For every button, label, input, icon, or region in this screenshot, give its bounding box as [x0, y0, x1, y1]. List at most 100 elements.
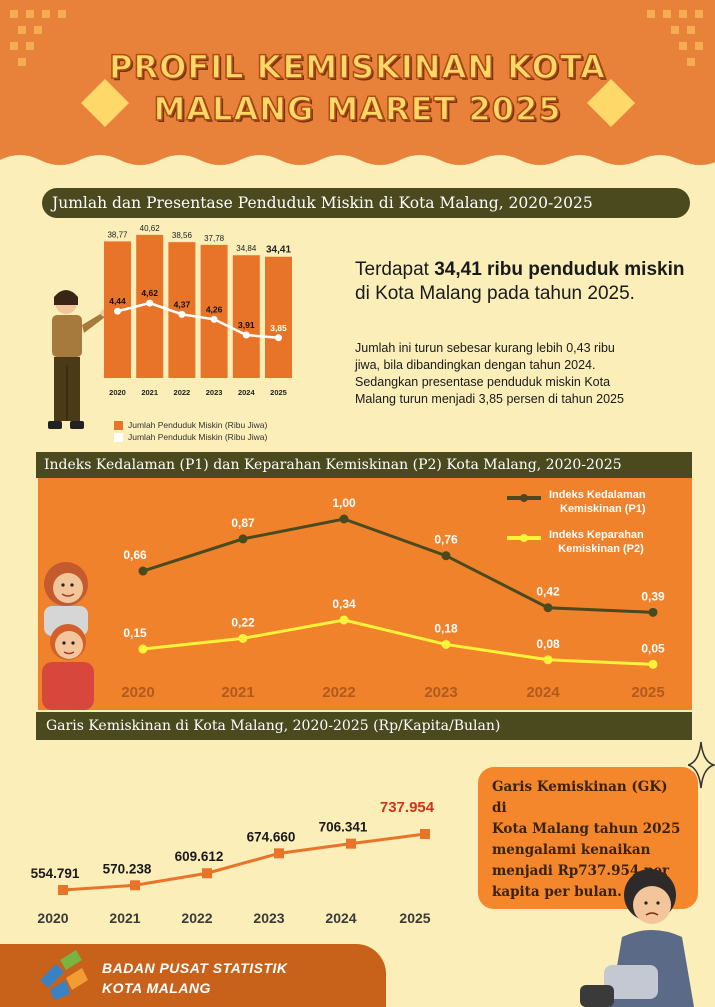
p2-point-2025	[648, 659, 658, 669]
line-chart-poverty-line: 554.791 2020 570.238 2021 609.612 2022 674.660…	[31, 799, 435, 926]
x-tick-2021: 2021	[141, 388, 158, 397]
legend-label-line: Jumlah Penduduk Miskin (Ribu Jiwa)	[128, 432, 268, 442]
bps-logo-icon	[40, 950, 88, 1000]
legend-p1-line2: Kemiskinan (P1)	[560, 503, 646, 515]
series-line-p2	[142, 618, 654, 666]
x-tick-2024: 2024	[526, 684, 560, 701]
section1-banner-text: Jumlah dan Presentase Penduduk Miskin di…	[52, 194, 593, 212]
p1-label-2022: 1,00	[332, 496, 356, 510]
legend-swatch-bar	[114, 420, 123, 430]
section1-body: Jumlah ini turun sebesar kurang lebih 0,…	[355, 340, 690, 408]
bar-value-label-2021: 40,62	[140, 224, 161, 233]
legend-p2-marker	[507, 534, 541, 542]
p1-label-2023: 0,76	[434, 533, 458, 547]
org-name-line2: KOTA MALANG	[102, 980, 211, 996]
line-chart-poverty-index: 0,66 0,87 1,00 0,76 0,42 0,39 0,15 0,22 0,34 0,18…	[121, 496, 665, 701]
org-name-line1: BADAN PUSAT STATISTIK	[102, 960, 288, 976]
pct-point-2020	[114, 307, 121, 315]
gk-line-4: menjadi Rp737.954 per	[492, 863, 670, 879]
pct-line	[117, 301, 279, 339]
x-tick-2023: 2023	[206, 388, 223, 397]
section3-banner: Garis Kemiskinan di Kota Malang, 2020-20…	[36, 712, 692, 740]
pct-label-2023: 4,26	[206, 304, 223, 314]
body-line-4: Malang turun menjadi 3,85 persen di tahu…	[355, 392, 624, 406]
people-illustration	[42, 562, 94, 710]
legend-p1: Indeks Kedalaman Kemiskinan (P1)	[507, 488, 646, 516]
headline-prefix: Terdapat	[355, 259, 435, 280]
bar-2025	[265, 256, 292, 378]
p1-point-2022	[339, 514, 349, 524]
gk-line	[62, 832, 426, 892]
headline-suffix: di Kota Malang pada tahun 2025.	[355, 283, 635, 304]
legend-p2-line2: Kemiskinan (P2)	[558, 543, 644, 555]
gk-label-2024: 706.341	[319, 820, 368, 835]
p1-label-2021: 0,87	[231, 516, 255, 530]
p2-label-2025: 0,05	[641, 641, 665, 655]
p2-point-2022	[339, 615, 349, 625]
gk-line-5: kapita per bulan.	[492, 884, 622, 900]
pct-point-2024	[242, 331, 250, 339]
legend-item-line: Jumlah Penduduk Miskin (Ribu Jiwa)	[114, 432, 267, 442]
x-tick-2025: 2025	[270, 388, 287, 397]
p1-point-2024	[543, 603, 553, 613]
p2-label-2022: 0,34	[332, 597, 356, 611]
pct-point-2021	[146, 299, 154, 307]
gk-point-2023	[274, 848, 284, 859]
pct-label-2025: 3,85	[270, 323, 287, 333]
gk-line-1: Garis Kemiskinan (GK) di	[492, 779, 668, 816]
p1-point-2025	[648, 607, 658, 617]
gk-line-3: mengalami kenaikan	[492, 842, 651, 858]
person-woman-pointing	[48, 290, 108, 429]
title-line-1: PROFIL KEMISKINAN KOTA	[108, 47, 606, 87]
pct-point-2022	[178, 310, 186, 318]
section3-banner-text: Garis Kemiskinan di Kota Malang, 2020-20…	[46, 718, 501, 734]
legend-p1-line1: Indeks Kedalaman	[549, 489, 646, 501]
p2-label-2024: 0,08	[536, 637, 560, 651]
x-tick-2023: 2023	[424, 684, 457, 701]
gk-label-2023: 674.660	[247, 829, 296, 844]
bar-value-label-2022: 38,56	[172, 231, 193, 240]
pct-point-2023	[210, 315, 218, 323]
pct-label-2020: 4,44	[109, 296, 126, 306]
bar-2023	[200, 244, 228, 378]
header: PROFIL KEMISKINAN KOTA MALANG MARET 2025	[0, 0, 715, 168]
p2-label-2021: 0,22	[231, 615, 255, 629]
gk-line-2: Kota Malang tahun 2025	[492, 821, 681, 837]
pct-label-2021: 4,62	[141, 288, 158, 298]
p2-label-2020: 0,15	[123, 626, 147, 640]
p2-point-2024	[543, 655, 553, 665]
legend-p2-line1: Indeks Keparahan	[549, 529, 644, 541]
x-tick-2020: 2020	[109, 388, 126, 397]
bar-2024	[232, 255, 260, 378]
p2-point-2021	[238, 633, 248, 643]
p2-point-2020	[138, 644, 148, 654]
pct-point-2025	[275, 334, 282, 342]
person-sad-illustration	[580, 869, 694, 1007]
gk-label-2021: 570.238	[103, 861, 152, 876]
x-tick-2024: 2024	[238, 388, 256, 397]
gk-label-2025: 737.954	[380, 799, 435, 816]
x-tick-2022: 2022	[174, 388, 191, 397]
gk-point-2020	[58, 885, 68, 895]
x-tick-2022: 2022	[181, 910, 212, 926]
legend-p2: Indeks Keparahan Kemiskinan (P2)	[507, 528, 644, 556]
x-tick-2020: 2020	[121, 684, 154, 701]
x-tick-2025: 2025	[399, 910, 430, 926]
x-tick-2021: 2021	[109, 910, 140, 926]
body-line-1: Jumlah ini turun sebesar kurang lebih 0,…	[355, 341, 615, 355]
x-tick-2022: 2022	[322, 684, 355, 701]
bar-value-label-2020: 38,77	[107, 230, 128, 239]
title-line-2: MALANG MARET 2025	[153, 89, 562, 129]
legend-label-bar: Jumlah Penduduk Miskin (Ribu Jiwa)	[128, 420, 268, 430]
bar-value-label-2023: 37,78	[204, 234, 225, 243]
gk-point-2024	[346, 838, 356, 849]
bar-chart-poor-population: 38,77 2020 40,62 2021 38,56 2022 37,78 2023 34,8…	[104, 224, 292, 397]
gk-label-2022: 609.612	[175, 849, 224, 864]
p1-label-2025: 0,39	[641, 589, 665, 603]
body-line-3: Sedangkan presentase penduduk miskin Kot…	[355, 375, 611, 389]
x-tick-2020: 2020	[37, 910, 68, 926]
p2-label-2023: 0,18	[434, 621, 458, 635]
gk-point-2021	[130, 880, 140, 891]
x-tick-2025: 2025	[631, 684, 664, 701]
x-tick-2021: 2021	[221, 684, 254, 701]
